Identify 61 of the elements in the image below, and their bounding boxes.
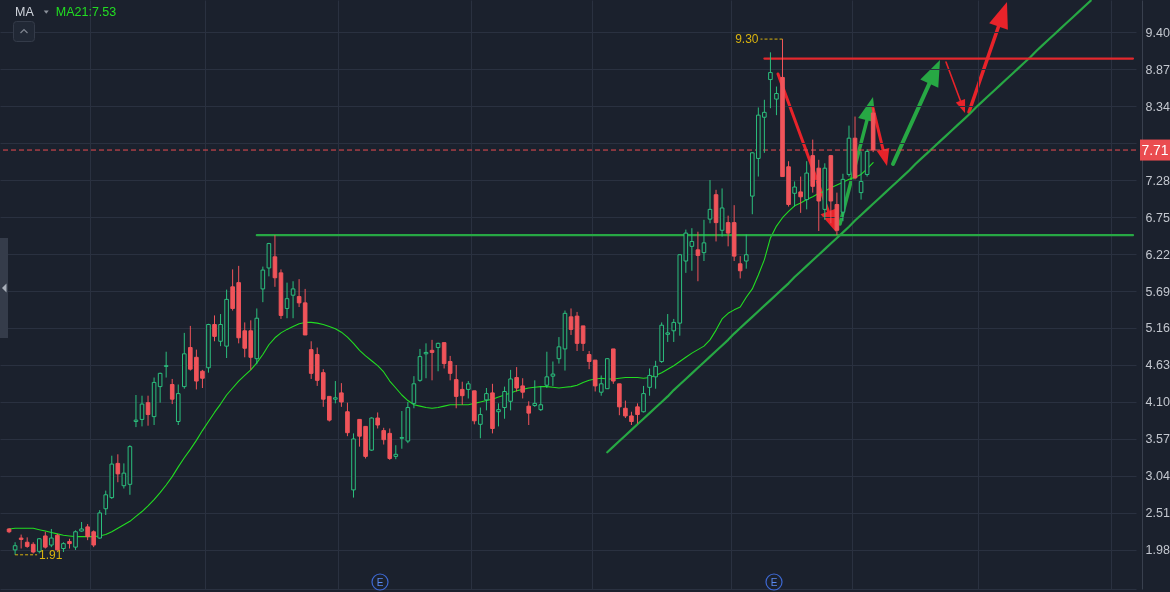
candlestick <box>145 395 151 427</box>
y-tick-label: 1.98 <box>1145 543 1170 558</box>
candlestick <box>719 187 725 238</box>
candlestick <box>496 402 501 427</box>
candlestick <box>864 148 870 178</box>
annotation: E <box>376 576 384 588</box>
candlestick <box>695 231 701 282</box>
candlestick <box>49 528 54 548</box>
candlestick <box>707 179 713 224</box>
candlestick <box>411 375 417 409</box>
candlestick <box>345 402 350 437</box>
candlestick <box>133 394 139 428</box>
y-tick-label: 4.10 <box>1145 395 1170 410</box>
y-tick-label: 8.34 <box>1145 99 1170 114</box>
candlestick <box>163 351 169 379</box>
y-tick-label: 7.28 <box>1145 173 1170 188</box>
y-tick-label: 6.22 <box>1145 247 1170 262</box>
candlestick <box>260 266 266 303</box>
annotation: E <box>770 576 778 588</box>
text: MA21:7.53 <box>55 5 117 19</box>
candlestick <box>641 385 646 413</box>
candlestick <box>212 314 217 342</box>
candlestick <box>339 382 344 408</box>
candlestick <box>556 336 562 365</box>
candlestick <box>429 339 435 381</box>
legend-title: MA <box>15 5 35 19</box>
candlestick <box>169 378 175 405</box>
annotation: 1.91 <box>39 547 63 562</box>
y-tick-label: 4.63 <box>1145 358 1170 373</box>
y-tick-label: 6.75 <box>1145 210 1170 225</box>
candlestick <box>737 255 743 279</box>
y-tick-label: 5.16 <box>1145 321 1170 336</box>
y-tick-label: 2.51 <box>1145 506 1170 521</box>
candlestick <box>290 280 296 319</box>
y-tick-label: 5.69 <box>1145 284 1170 299</box>
candlestick <box>701 219 707 262</box>
y-tick-label: 8.87 <box>1145 62 1170 77</box>
candlestick <box>798 176 803 214</box>
candlestick <box>435 342 441 372</box>
candlestick <box>272 234 278 288</box>
candlestick <box>792 180 797 208</box>
candlestick <box>858 150 864 201</box>
annotation: 9.30 <box>735 32 759 47</box>
candlestick <box>12 541 18 556</box>
y-tick-label: 9.40 <box>1145 25 1170 40</box>
candlestick <box>115 453 121 483</box>
candlestick <box>284 282 290 319</box>
candlestick <box>635 402 640 425</box>
y-tick-label: 3.57 <box>1145 432 1170 447</box>
candlestick <box>484 387 489 411</box>
candlestick <box>568 307 574 336</box>
candlestick <box>617 383 622 416</box>
candlestick <box>774 86 779 116</box>
candlestick <box>768 51 773 109</box>
candlestick <box>333 380 338 404</box>
candlestick <box>139 395 145 427</box>
candlestick <box>743 233 749 270</box>
y-tick-label: 3.04 <box>1145 469 1170 484</box>
candlestick <box>478 407 483 439</box>
candlestick <box>18 534 24 550</box>
candlestick <box>526 400 532 426</box>
